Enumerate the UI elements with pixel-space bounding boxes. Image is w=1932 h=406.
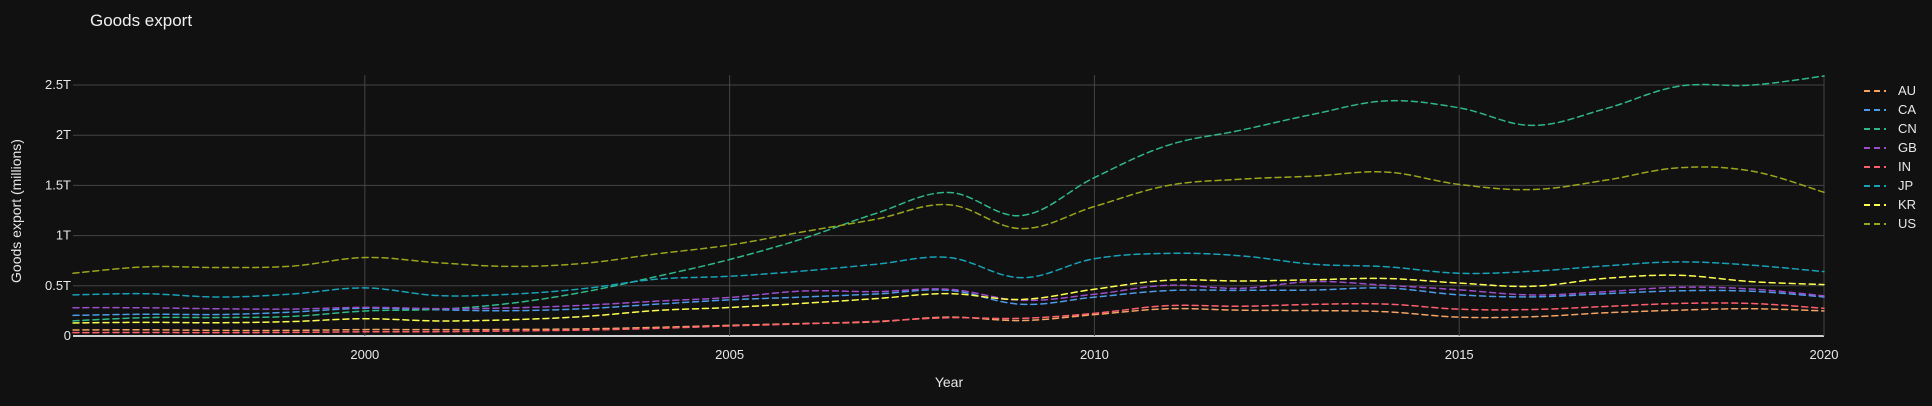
legend-item-in[interactable]: IN <box>1864 159 1911 174</box>
x-axis-ticks: 2000 2005 2010 2015 2020 <box>350 347 1838 362</box>
legend-item-gb[interactable]: GB <box>1864 140 1917 155</box>
series-line-us <box>72 166 1825 275</box>
y-tick-label: 0 <box>64 328 71 343</box>
chart-title: Goods export <box>90 11 192 30</box>
series-line-in <box>72 302 1825 334</box>
legend-item-kr[interactable]: KR <box>1864 197 1916 212</box>
legend: AU CA CN GB IN JP KR US <box>1864 83 1917 231</box>
series-line-jp <box>72 252 1825 298</box>
y-tick-label: 0.5T <box>45 278 71 293</box>
x-axis-label: Year <box>935 374 964 390</box>
legend-label: CA <box>1898 102 1916 117</box>
legend-item-cn[interactable]: CN <box>1864 121 1917 136</box>
legend-label: CN <box>1898 121 1917 136</box>
legend-label: GB <box>1898 140 1917 155</box>
y-tick-label: 1.5T <box>45 177 71 192</box>
x-tick-label: 2020 <box>1810 347 1839 362</box>
legend-label: AU <box>1898 83 1916 98</box>
series-line-gb <box>72 280 1825 310</box>
legend-item-ca[interactable]: CA <box>1864 102 1916 117</box>
legend-label: JP <box>1898 178 1913 193</box>
legend-label: IN <box>1898 159 1911 174</box>
y-tick-label: 2T <box>56 127 71 142</box>
legend-label: KR <box>1898 197 1916 212</box>
y-axis-ticks: 0 0.5T 1T 1.5T 2T 2.5T <box>45 77 71 343</box>
x-tick-label: 2005 <box>715 347 744 362</box>
x-gridlines <box>364 75 1825 336</box>
y-tick-label: 1T <box>56 228 71 243</box>
x-tick-label: 2015 <box>1445 347 1474 362</box>
series-line-ca <box>72 287 1825 317</box>
legend-item-au[interactable]: AU <box>1864 83 1916 98</box>
series-line-kr <box>72 274 1825 324</box>
legend-label: US <box>1898 216 1916 231</box>
x-tick-label: 2010 <box>1080 347 1109 362</box>
x-tick-label: 2000 <box>350 347 379 362</box>
legend-item-us[interactable]: US <box>1864 216 1916 231</box>
legend-item-jp[interactable]: JP <box>1864 178 1913 193</box>
y-axis-label: Goods export (millions) <box>8 139 24 283</box>
series-lines <box>72 75 1825 334</box>
series-line-cn <box>72 75 1825 322</box>
y-tick-label: 2.5T <box>45 77 71 92</box>
